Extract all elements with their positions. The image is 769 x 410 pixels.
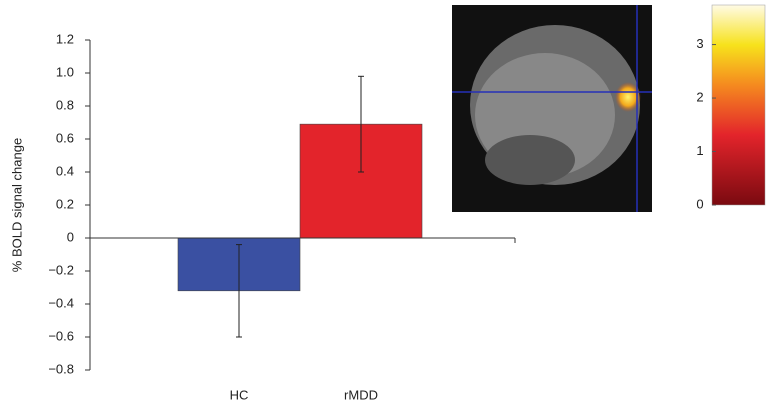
y-tick-label: 0.4	[56, 163, 74, 178]
colorbar-tick-label: 2	[696, 89, 703, 104]
y-tick-label: 0.8	[56, 97, 74, 112]
y-tick-label: 0	[67, 229, 74, 244]
colorbar	[712, 5, 765, 205]
y-tick-label: 1.2	[56, 31, 74, 46]
colorbar-tick-label: 1	[696, 143, 703, 158]
y-tick-label: 1.0	[56, 64, 74, 79]
colorbar-tick-label: 0	[696, 196, 703, 211]
y-tick-label: 0.2	[56, 196, 74, 211]
colorbar-tick-label: 3	[696, 36, 703, 51]
x-tick-label: rMDD	[344, 387, 378, 402]
brain-image	[452, 5, 652, 212]
y-tick-label: −0.6	[48, 328, 74, 343]
y-axis-label: % BOLD signal change	[9, 138, 24, 272]
y-tick-label: −0.2	[48, 262, 74, 277]
chart: % BOLD signal change −0.8 −0.6 −0.4 −0.2 0 0.…	[0, 0, 769, 410]
x-tick-label: HC	[230, 387, 249, 402]
y-tick-label: −0.4	[48, 295, 74, 310]
y-tick-label: −0.8	[48, 361, 74, 376]
y-tick-label: 0.6	[56, 130, 74, 145]
